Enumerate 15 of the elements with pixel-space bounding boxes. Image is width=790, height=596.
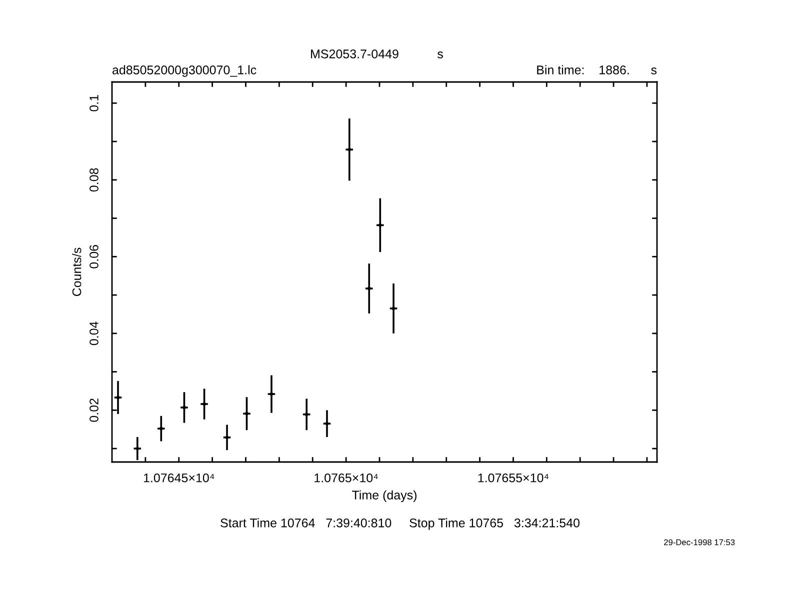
y-tick-label: 0.04 xyxy=(90,322,98,346)
x-tick-label: 1.07655×10⁴ xyxy=(478,473,548,482)
y-tick-label: 0.1 xyxy=(90,95,98,112)
text: Bin time: 1886. s xyxy=(537,65,657,74)
text: 29-Dec-1998 17:53 xyxy=(664,539,735,546)
y-tick-label: 0.08 xyxy=(90,168,98,192)
x-tick-label: 1.07645×10⁴ xyxy=(144,473,214,482)
y-tick-label: 0.02 xyxy=(90,398,98,422)
x-tick-label: 1.0765×10⁴ xyxy=(314,473,378,482)
chart-title: MS2053.7-0449 s xyxy=(311,50,443,58)
y-axis-title: Counts/s xyxy=(72,248,82,296)
x-axis-title: Time (days) xyxy=(352,490,416,502)
text: Start Time 10764 7:39:40:810 Stop Time 10765 3:34:21:540 xyxy=(220,518,580,530)
y-tick-label: 0.06 xyxy=(90,245,98,268)
text: ad85052000g300070_1.lc xyxy=(112,65,256,77)
